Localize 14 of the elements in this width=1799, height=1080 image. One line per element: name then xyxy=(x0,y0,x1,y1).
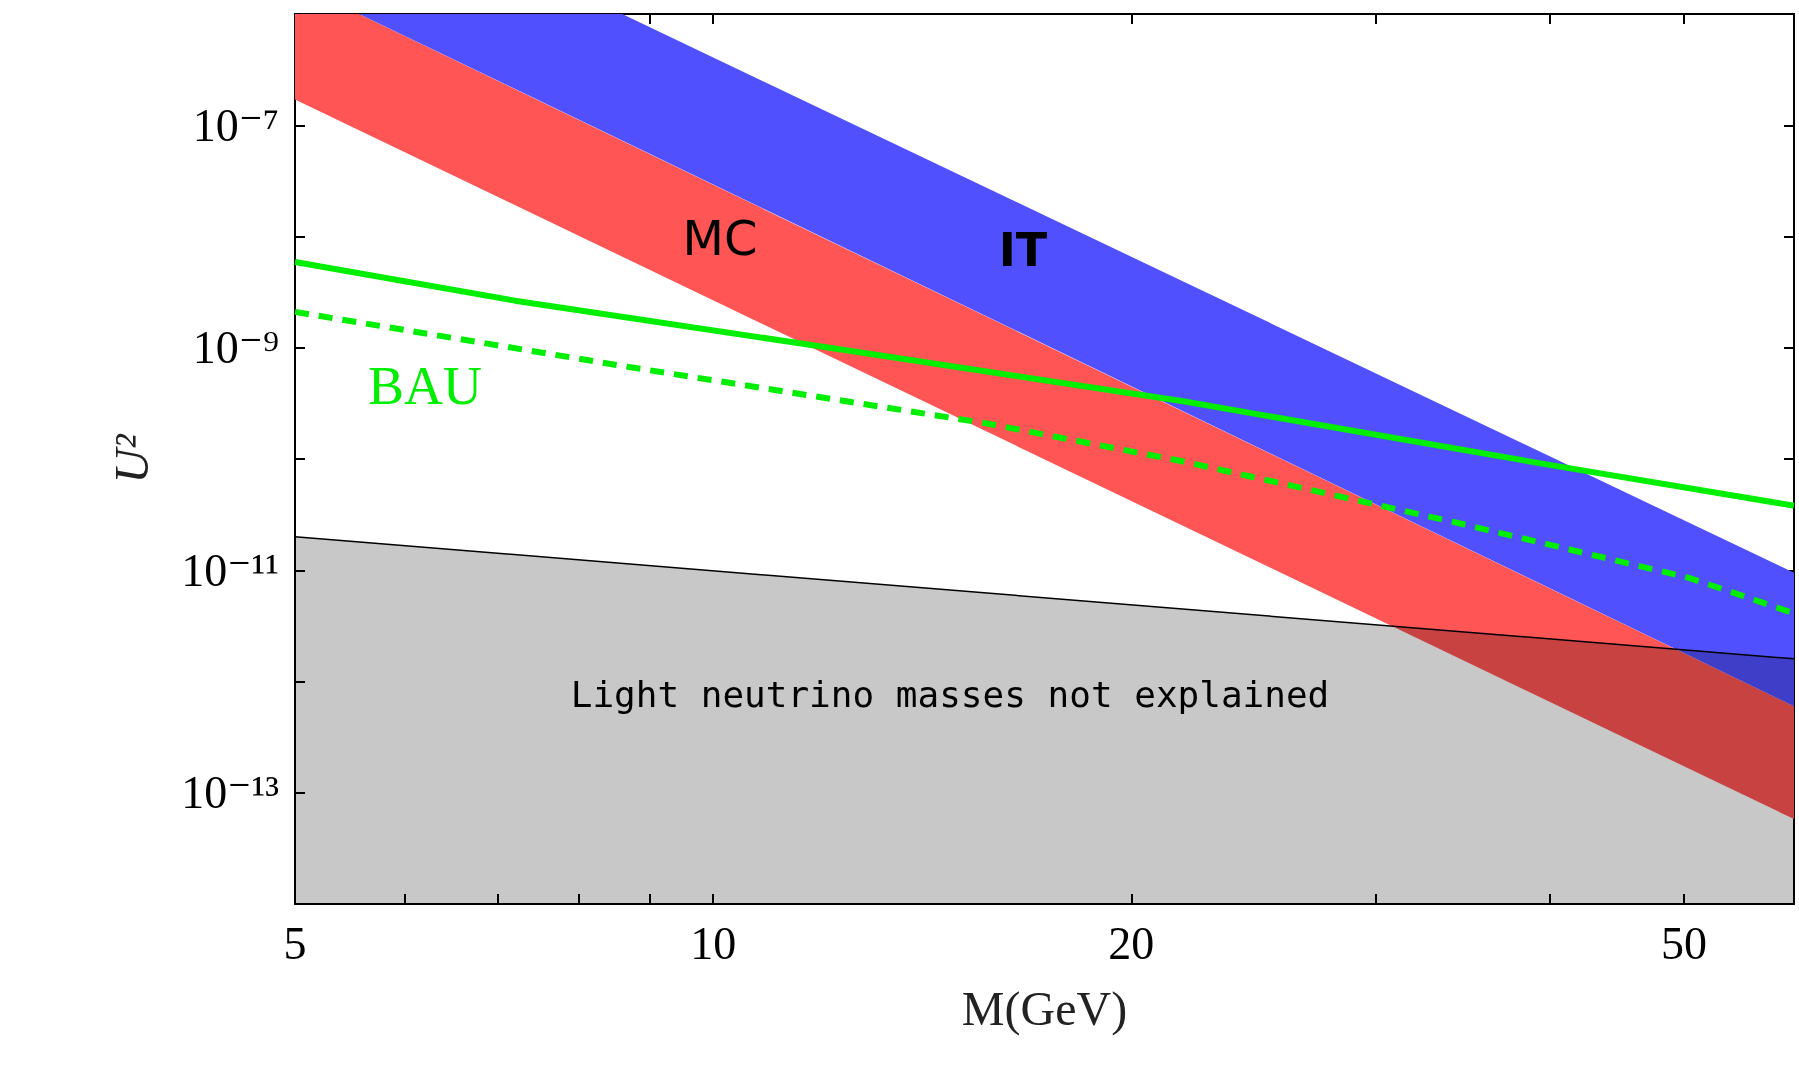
y-tick-label: 10⁻⁹ xyxy=(192,322,279,374)
x-tick-label: 20 xyxy=(1108,917,1155,969)
annotation: IT xyxy=(998,223,1048,277)
x-tick-label: 10 xyxy=(690,917,737,969)
y-tick-label: 10⁻⁷ xyxy=(192,99,279,151)
annotation: Light neutrino masses not explained xyxy=(570,673,1330,715)
annotation: BAU xyxy=(367,356,483,416)
x-tick-label: 5 xyxy=(283,917,307,969)
y-axis-title: U² xyxy=(104,432,158,484)
annotation: MC xyxy=(682,210,758,266)
x-axis-title: M(GeV) xyxy=(961,981,1128,1036)
x-tick-label: 50 xyxy=(1661,917,1708,969)
y-tick-label: 10⁻¹¹ xyxy=(181,544,279,596)
y-tick-label: 10⁻¹³ xyxy=(181,767,279,819)
